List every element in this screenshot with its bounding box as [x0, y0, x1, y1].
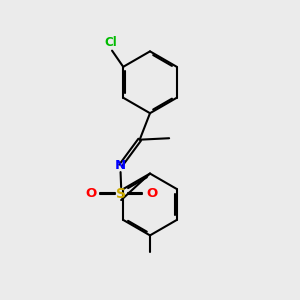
Text: O: O — [85, 187, 96, 200]
Text: O: O — [146, 187, 158, 200]
Text: S: S — [116, 187, 126, 201]
Text: Cl: Cl — [104, 36, 117, 49]
Text: N: N — [115, 159, 126, 172]
